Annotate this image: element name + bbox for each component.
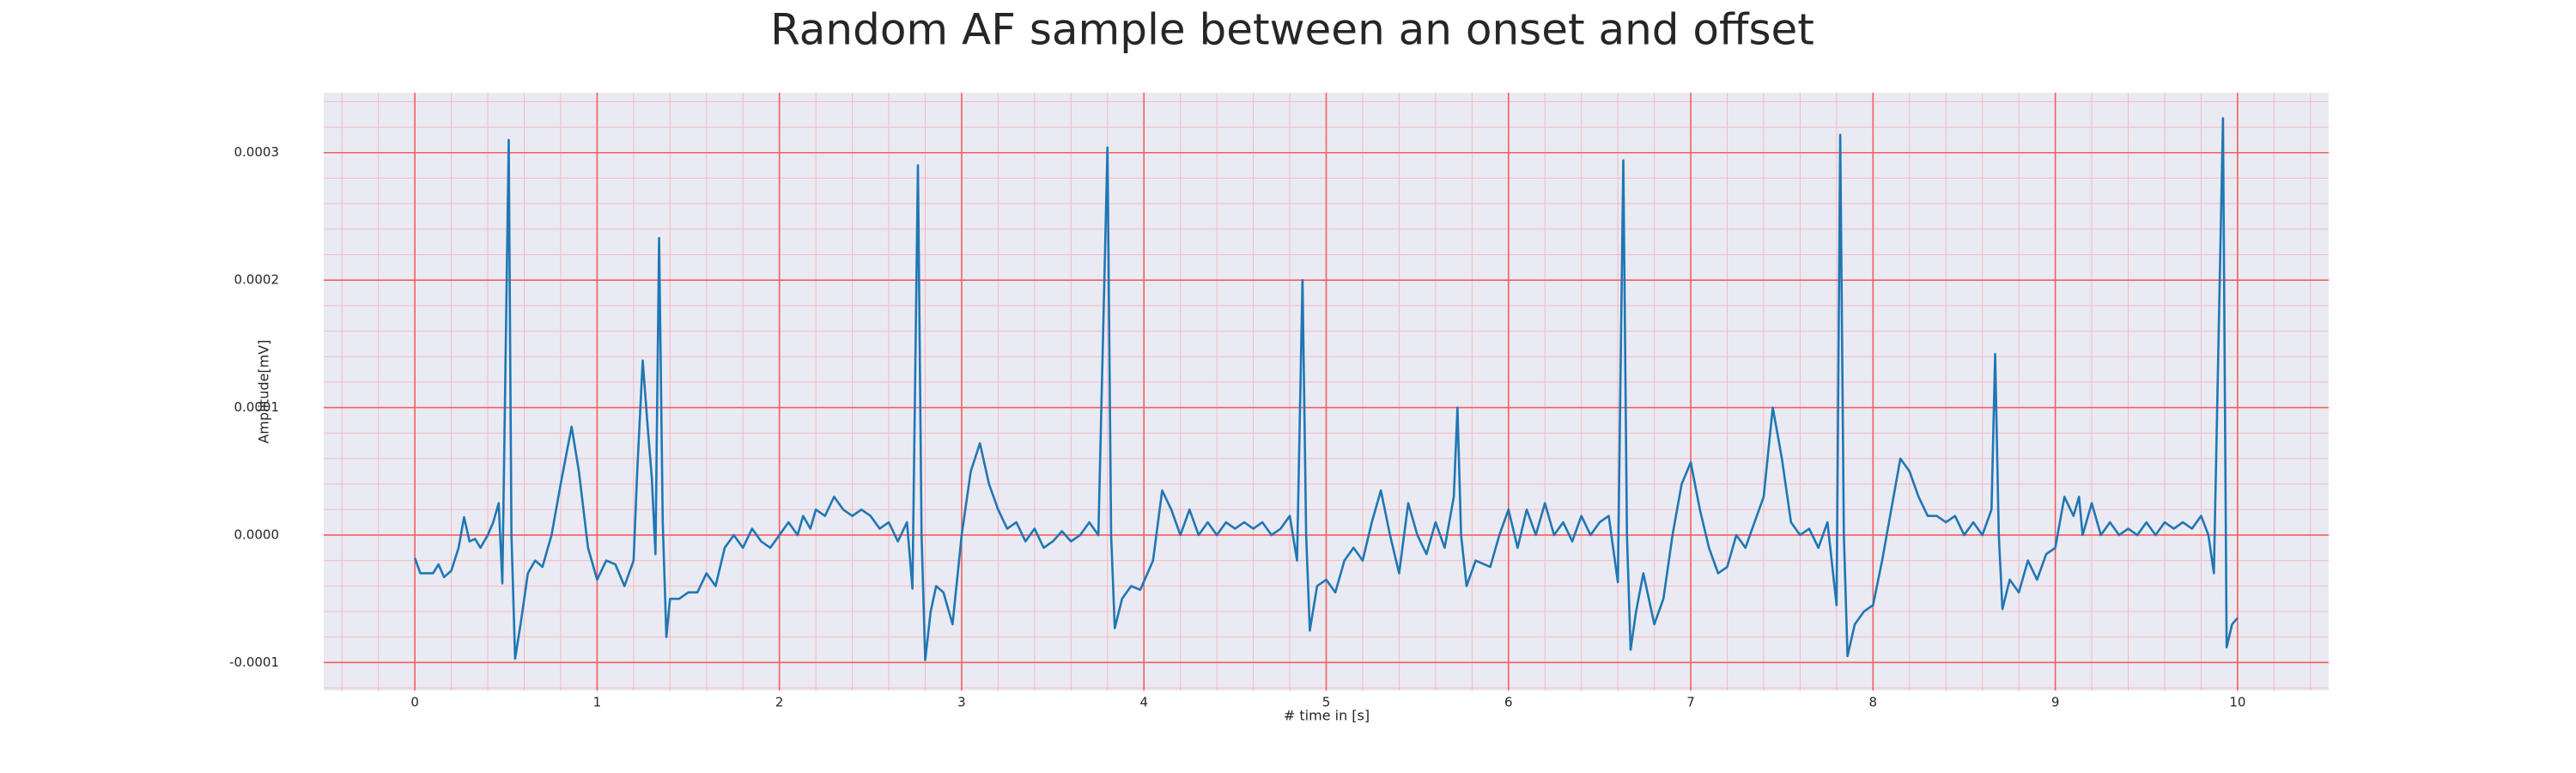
x-tick-label: 1 — [593, 695, 602, 710]
x-tick-label: 3 — [957, 695, 966, 710]
chart-title: Random AF sample between an onset and of… — [770, 5, 1814, 55]
y-tick-label: 0.0003 — [234, 144, 280, 160]
x-axis-label: # time in [s] — [1284, 708, 1370, 724]
x-tick-label: 7 — [1686, 695, 1695, 710]
y-tick-label: 0.0002 — [234, 272, 280, 288]
x-tick-label: 10 — [2229, 695, 2245, 710]
x-tick-label: 5 — [1322, 695, 1331, 710]
x-tick-label: 9 — [2051, 695, 2060, 710]
x-tick-label: 0 — [410, 695, 419, 710]
ecg-line — [413, 117, 2239, 661]
x-tick-label: 4 — [1139, 695, 1148, 710]
y-tick-label: -0.0001 — [229, 654, 279, 670]
x-tick-label: 8 — [1869, 695, 1878, 710]
x-tick-label: 2 — [775, 695, 784, 710]
y-axis-label: Amplitude[mV] — [256, 339, 272, 443]
y-tick-label: 0.0001 — [234, 399, 280, 415]
y-tick-label: 0.0000 — [234, 526, 280, 542]
x-tick-label: 6 — [1504, 695, 1513, 710]
